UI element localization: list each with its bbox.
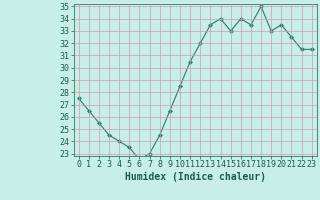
X-axis label: Humidex (Indice chaleur): Humidex (Indice chaleur) [125, 172, 266, 182]
